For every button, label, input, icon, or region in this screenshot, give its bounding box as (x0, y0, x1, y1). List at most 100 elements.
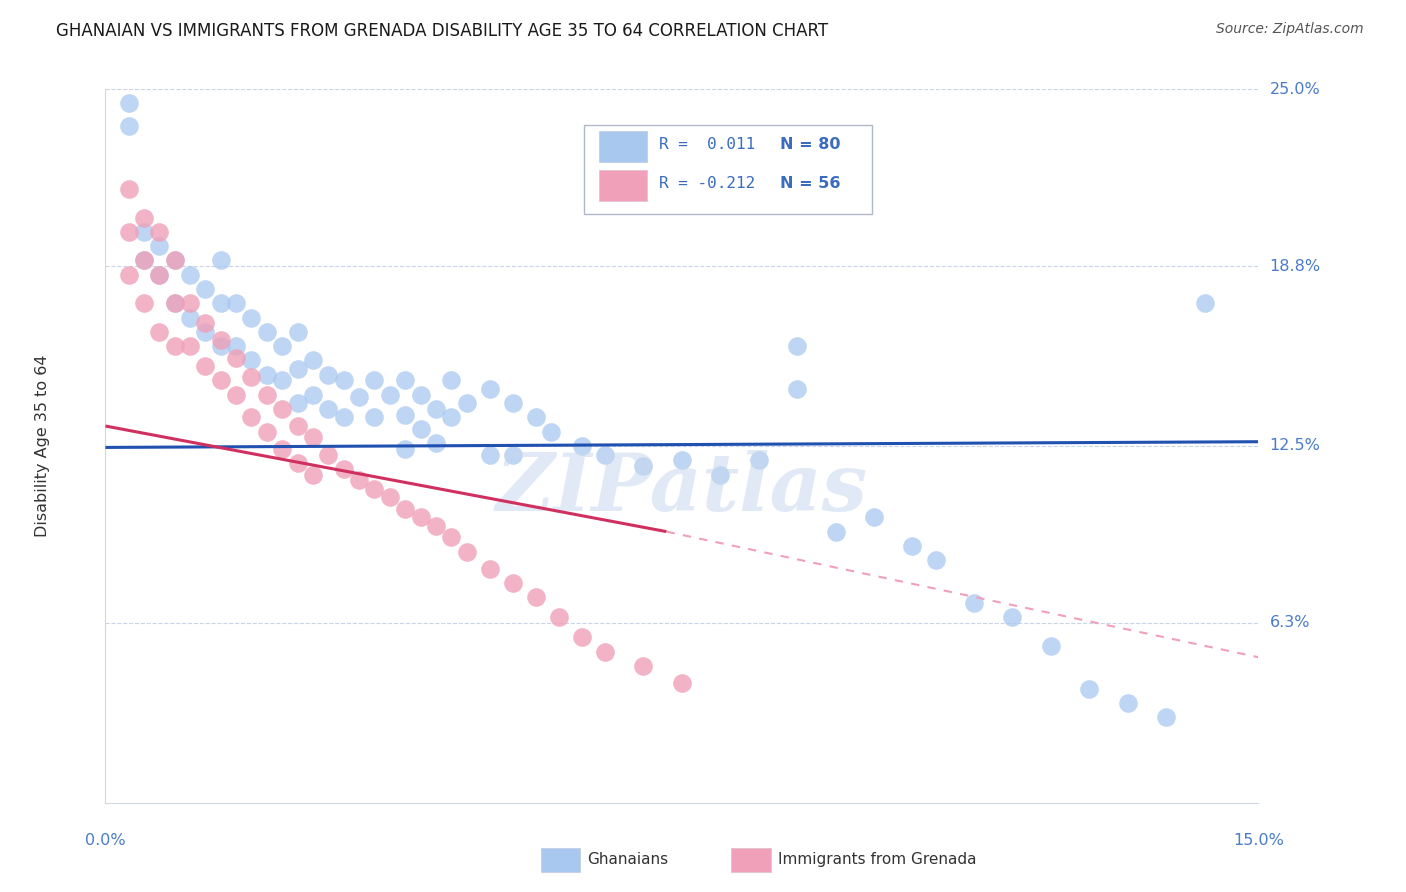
Point (148, 225, 170, 239)
Point (332, 462, 354, 476)
Point (256, 368, 278, 382)
Point (287, 396, 309, 410)
Point (271, 339, 294, 353)
Point (440, 373, 463, 387)
Point (318, 448, 340, 462)
Point (709, 467, 731, 482)
Text: R =  0.011: R = 0.011 (659, 136, 755, 152)
Point (786, 382, 808, 396)
Point (240, 353, 263, 368)
Point (456, 396, 478, 410)
Text: Ghanaians: Ghanaians (588, 853, 668, 867)
Point (1116, 696, 1139, 710)
Point (287, 456, 309, 470)
Point (363, 482, 385, 496)
Point (963, 596, 986, 610)
Point (256, 425, 278, 439)
Text: 15.0%: 15.0% (1233, 833, 1284, 848)
Text: 12.5%: 12.5% (1270, 439, 1320, 453)
Point (240, 310, 263, 325)
Point (163, 296, 186, 310)
Point (163, 253, 186, 268)
FancyBboxPatch shape (599, 169, 647, 202)
Point (117, 96, 139, 111)
Point (363, 373, 385, 387)
Point (163, 296, 186, 310)
Point (425, 436, 447, 450)
Point (117, 120, 139, 134)
Point (671, 453, 693, 467)
Point (748, 453, 770, 467)
Point (425, 401, 447, 416)
Point (318, 401, 340, 416)
Point (271, 442, 294, 456)
Text: Source: ZipAtlas.com: Source: ZipAtlas.com (1216, 22, 1364, 37)
Point (225, 387, 247, 401)
Point (318, 368, 340, 382)
Point (332, 410, 354, 425)
Point (786, 339, 808, 353)
Point (478, 448, 501, 462)
Point (302, 430, 325, 444)
Point (209, 334, 232, 348)
Point (1194, 296, 1216, 310)
Point (117, 225, 139, 239)
Point (209, 339, 232, 353)
Point (394, 442, 416, 456)
Point (394, 501, 416, 516)
Point (117, 268, 139, 282)
Point (287, 325, 309, 339)
Point (132, 225, 155, 239)
Point (240, 410, 263, 425)
Point (194, 359, 217, 373)
Point (179, 310, 201, 325)
Point (409, 422, 432, 436)
Point (593, 644, 616, 658)
Point (671, 676, 693, 690)
Point (179, 296, 201, 310)
Text: N = 56: N = 56 (780, 176, 841, 191)
Text: 0.0%: 0.0% (86, 833, 125, 848)
Point (548, 610, 571, 624)
Point (1078, 681, 1101, 696)
Point (225, 296, 247, 310)
Point (425, 519, 447, 533)
Point (633, 458, 655, 473)
Point (256, 325, 278, 339)
Point (478, 562, 501, 576)
Point (148, 268, 170, 282)
Point (148, 239, 170, 253)
Point (163, 339, 186, 353)
Point (863, 510, 886, 524)
Point (302, 467, 325, 482)
Text: 6.3%: 6.3% (1270, 615, 1310, 631)
Point (148, 325, 170, 339)
Point (302, 353, 325, 368)
FancyBboxPatch shape (599, 130, 647, 162)
FancyBboxPatch shape (731, 847, 770, 872)
Point (179, 268, 201, 282)
Point (378, 387, 401, 401)
Text: N = 80: N = 80 (780, 136, 841, 152)
Point (209, 373, 232, 387)
FancyBboxPatch shape (541, 847, 581, 872)
Point (540, 425, 562, 439)
Point (194, 282, 217, 296)
Text: GHANAIAN VS IMMIGRANTS FROM GRENADA DISABILITY AGE 35 TO 64 CORRELATION CHART: GHANAIAN VS IMMIGRANTS FROM GRENADA DISA… (56, 22, 828, 40)
Point (225, 351, 247, 365)
Point (271, 401, 294, 416)
FancyBboxPatch shape (583, 125, 872, 214)
Point (571, 439, 593, 453)
Point (132, 296, 155, 310)
Text: Immigrants from Grenada: Immigrants from Grenada (778, 853, 976, 867)
Point (409, 510, 432, 524)
Point (347, 391, 370, 405)
Text: ZIPatlas: ZIPatlas (496, 450, 868, 527)
Point (409, 387, 432, 401)
Text: 25.0%: 25.0% (1270, 82, 1320, 96)
Point (132, 253, 155, 268)
Point (225, 339, 247, 353)
Point (1039, 639, 1062, 653)
Point (163, 253, 186, 268)
Point (347, 473, 370, 487)
